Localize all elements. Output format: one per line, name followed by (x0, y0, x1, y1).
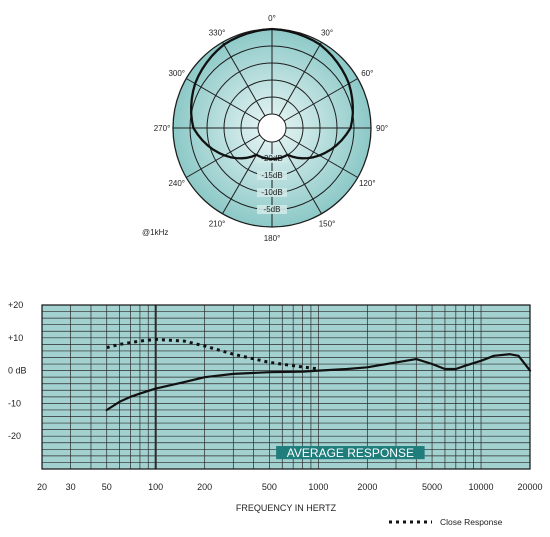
legend-label: Close Response (440, 517, 503, 527)
x-tick-label: 100 (148, 482, 163, 492)
ring-label-bg (257, 188, 287, 197)
x-tick-label: 200 (197, 482, 212, 492)
angle-label: 120° (359, 179, 376, 188)
angle-label: 60° (361, 69, 373, 78)
x-tick-label: 30 (66, 482, 76, 492)
y-tick-label: 0 dB (8, 366, 27, 376)
polar-spoke (186, 78, 261, 122)
ring-label: -15dB (261, 171, 282, 180)
plot-area (42, 305, 530, 469)
polar-spoke (222, 42, 266, 117)
angle-label: 150° (319, 219, 336, 228)
angle-label: 240° (168, 179, 185, 188)
y-tick-label: -10 (8, 398, 21, 408)
frequency-annotation: @1kHz (142, 228, 168, 237)
angle-label: 300° (168, 69, 185, 78)
plot-frame (41, 304, 531, 470)
ring-label-bg (257, 171, 287, 180)
frequency-response-chart: +20 +10 0 dB -10 -20 20 30 50 100 200 500 1000 2000 5… (8, 300, 543, 527)
angle-label: 210° (209, 219, 226, 228)
close-response-trace (106, 337, 319, 371)
polar-spoke (222, 139, 266, 214)
x-tick-label: 20000 (517, 482, 542, 492)
y-tick-label: +20 (8, 300, 23, 310)
angle-label: 180° (264, 234, 281, 243)
polar-pattern-chart: 0° 30° 60° 90° 120° 150° 180° 210° 240° 270° 300° 3… (142, 14, 388, 243)
y-tick-label: -20 (8, 431, 21, 441)
ring-label: -5dB (264, 205, 281, 214)
polar-spoke (278, 139, 322, 214)
polar-spoke (186, 134, 261, 178)
ring-label: -10dB (261, 188, 282, 197)
ring-label-bg (257, 205, 287, 214)
average-response-box (276, 446, 425, 460)
x-tick-label: 20 (37, 482, 47, 492)
x-tick-label: 1000 (308, 482, 328, 492)
polar-spoke (283, 78, 358, 122)
angle-label: 270° (154, 124, 171, 133)
polar-center (257, 113, 287, 143)
average-response-trace (105, 353, 532, 412)
angle-label: 0° (268, 14, 276, 23)
polar-spoke (283, 134, 358, 178)
average-response-label: AVERAGE RESPONSE (287, 446, 414, 460)
x-tick-label: 500 (262, 482, 277, 492)
x-axis-title: FREQUENCY IN HERTZ (236, 503, 337, 513)
pattern-trace (190, 27, 354, 161)
x-tick-label: 2000 (357, 482, 377, 492)
x-tick-label: 10000 (469, 482, 494, 492)
angle-label: 90° (376, 124, 388, 133)
y-tick-label: +10 (8, 333, 23, 343)
angle-label: 330° (209, 29, 226, 38)
polar-spoke (278, 42, 322, 117)
x-tick-label: 5000 (422, 482, 442, 492)
x-tick-label: 50 (102, 482, 112, 492)
angle-label: 30° (321, 29, 333, 38)
